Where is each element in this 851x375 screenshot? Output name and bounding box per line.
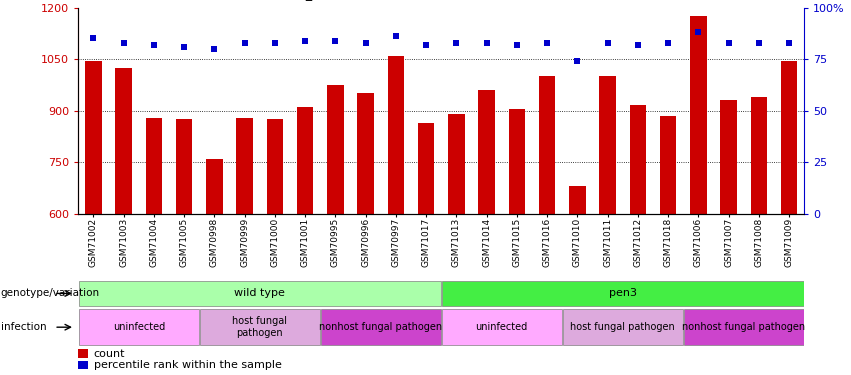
Bar xyxy=(539,76,556,214)
Bar xyxy=(327,85,344,214)
Point xyxy=(449,40,463,46)
Text: uninfected: uninfected xyxy=(476,322,528,332)
Text: infection: infection xyxy=(1,322,47,332)
Bar xyxy=(78,350,88,358)
Bar xyxy=(442,309,562,345)
Bar xyxy=(690,16,706,214)
Text: nonhost fungal pathogen: nonhost fungal pathogen xyxy=(319,322,443,332)
Bar xyxy=(206,159,223,214)
Point xyxy=(692,29,705,35)
Bar xyxy=(200,309,320,345)
Bar xyxy=(630,105,646,214)
Bar xyxy=(751,97,767,214)
Bar xyxy=(237,117,253,214)
Text: host fungal
pathogen: host fungal pathogen xyxy=(232,316,288,338)
Point xyxy=(631,42,645,48)
Text: host fungal pathogen: host fungal pathogen xyxy=(570,322,675,332)
Text: percentile rank within the sample: percentile rank within the sample xyxy=(94,360,282,370)
Bar xyxy=(780,61,797,214)
Text: wild type: wild type xyxy=(234,288,285,298)
Point xyxy=(782,40,796,46)
Point xyxy=(722,40,735,46)
Point xyxy=(87,36,100,42)
Point xyxy=(268,40,282,46)
Point xyxy=(601,40,614,46)
Bar xyxy=(146,117,163,214)
Text: genotype/variation: genotype/variation xyxy=(1,288,100,298)
Bar xyxy=(79,281,441,306)
Point xyxy=(420,42,433,48)
Bar xyxy=(569,186,585,214)
Text: uninfected: uninfected xyxy=(112,322,165,332)
Text: nonhost fungal pathogen: nonhost fungal pathogen xyxy=(683,322,805,332)
Bar xyxy=(297,107,313,214)
Bar xyxy=(599,76,616,214)
Bar xyxy=(478,90,495,214)
Bar xyxy=(357,93,374,214)
Point xyxy=(389,33,403,39)
Bar xyxy=(563,309,683,345)
Point xyxy=(359,40,373,46)
Text: count: count xyxy=(94,349,125,359)
Point xyxy=(299,38,312,44)
Bar xyxy=(448,114,465,214)
Point xyxy=(570,58,584,64)
Bar xyxy=(266,119,283,214)
Text: pen3: pen3 xyxy=(608,288,637,298)
Bar xyxy=(684,309,803,345)
Point xyxy=(208,46,221,52)
Bar xyxy=(720,100,737,214)
Point xyxy=(540,40,554,46)
Point xyxy=(752,40,766,46)
Bar xyxy=(176,119,192,214)
Bar xyxy=(442,281,803,306)
Bar xyxy=(85,61,102,214)
Point xyxy=(480,40,494,46)
Point xyxy=(328,38,342,44)
Bar xyxy=(418,123,435,214)
Bar xyxy=(509,109,525,214)
Bar xyxy=(660,116,677,214)
Point xyxy=(510,42,523,48)
Point xyxy=(177,44,191,50)
Point xyxy=(147,42,161,48)
Bar xyxy=(78,361,88,369)
Bar xyxy=(321,309,441,345)
Point xyxy=(661,40,675,46)
Point xyxy=(237,40,251,46)
Point xyxy=(117,40,130,46)
Bar xyxy=(387,56,404,214)
Bar xyxy=(116,68,132,214)
Bar xyxy=(79,309,198,345)
